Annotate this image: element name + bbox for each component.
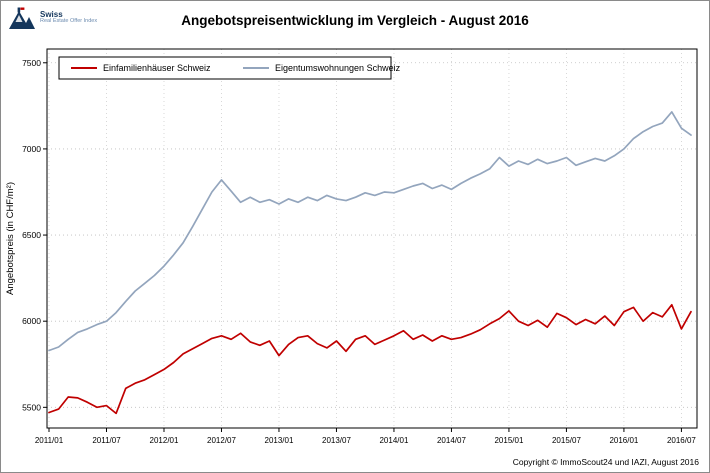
x-tick-label: 2011/01: [35, 436, 64, 445]
y-axis-title: Angebotspreis (in CHF/m²): [5, 182, 16, 295]
swiss-reoi-logo-icon: [9, 7, 35, 29]
x-tick-label: 2015/07: [552, 436, 581, 445]
logo-brand: Swiss: [40, 9, 63, 19]
plot-frame: [46, 48, 698, 429]
y-tick-label: 7000: [22, 144, 41, 154]
x-tick-label: 2013/07: [322, 436, 351, 445]
x-tick-label: 2012/07: [207, 436, 236, 445]
chart-title: Angebotspreisentwicklung im Vergleich - …: [181, 13, 529, 28]
x-tick-label: 2011/07: [92, 436, 121, 445]
x-tick-label: 2014/07: [437, 436, 466, 445]
x-tick-label: 2016/07: [667, 436, 696, 445]
swiss-reoi-logo: Swiss Real Estate Offer Index: [8, 6, 97, 30]
chart-area: 5500 6000 6500 7000 7500 2011/01 2011/07 2012/0…: [1, 37, 709, 454]
series-line: [48, 111, 692, 352]
x-tick-label: 2013/01: [265, 436, 294, 445]
y-tick-label: 6500: [22, 230, 41, 240]
x-tick-label: 2016/01: [609, 436, 638, 445]
y-tick-label: 7500: [22, 58, 41, 68]
legend-box: [58, 56, 392, 80]
y-tick-label: 6000: [22, 316, 41, 326]
price-line-chart: 5500 6000 6500 7000 7500 2011/01 2011/07 2012/0…: [5, 48, 698, 445]
logo-tagline: Real Estate Offer Index: [40, 18, 98, 25]
y-tick-label: 5500: [22, 402, 41, 412]
series-line: [48, 303, 692, 415]
x-tick-label: 2014/01: [379, 436, 408, 445]
legend-label: Einfamilienhäuser Schweiz: [103, 63, 211, 73]
legend-label: Eigentumswohnungen Schweiz: [275, 63, 401, 73]
x-tick-label: 2012/01: [150, 436, 179, 445]
x-tick-label: 2015/01: [494, 436, 523, 445]
copyright-note: Copyright © ImmoScout24 und IAZI, August…: [512, 457, 699, 467]
